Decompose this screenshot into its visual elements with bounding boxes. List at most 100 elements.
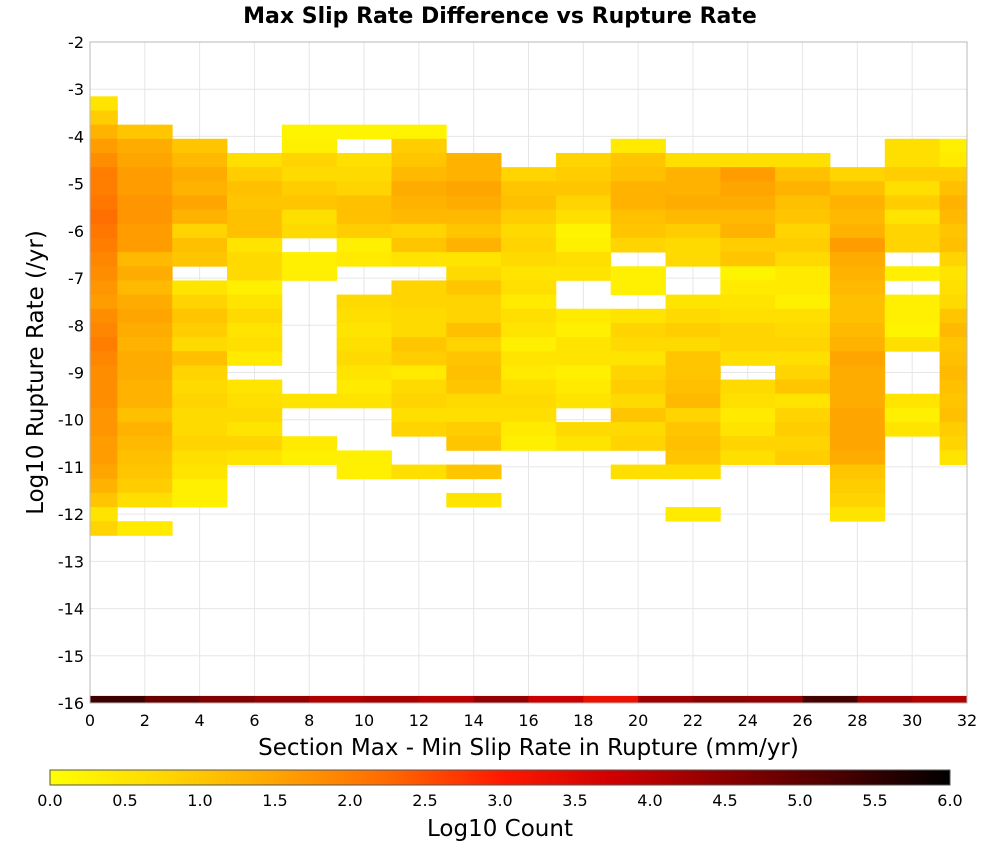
- heatmap-cell: [446, 464, 502, 480]
- heatmap-cell: [117, 308, 173, 324]
- heatmap-cell: [391, 351, 447, 366]
- heatmap-cell: [172, 337, 228, 352]
- heatmap-cell: [720, 450, 776, 465]
- heatmap-cell: [391, 252, 447, 267]
- heatmap-cell: [446, 181, 502, 196]
- heatmap-cell: [829, 308, 886, 324]
- heatmap-cell: [336, 181, 392, 196]
- heatmap-cell: [829, 181, 886, 196]
- heatmap-cell: [829, 195, 886, 211]
- heatmap-cell: [172, 379, 228, 395]
- heatmap-cell: [391, 209, 447, 225]
- heatmap-cell: [117, 252, 173, 267]
- heatmap-cell: [117, 181, 173, 196]
- heatmap-cell: [501, 266, 557, 281]
- heatmap-cell: [391, 152, 447, 168]
- heatmap-cell: [829, 266, 886, 281]
- heatmap-cell: [939, 223, 968, 239]
- heatmap-cell: [829, 492, 886, 508]
- y-axis-label: Log10 Rupture Rate (/yr): [23, 230, 49, 515]
- heatmap-cell: [720, 223, 776, 239]
- heatmap-cell: [446, 322, 502, 338]
- heatmap-cell: [336, 393, 392, 409]
- heatmap-cell: [227, 450, 283, 465]
- heatmap-cell: [829, 365, 886, 380]
- heatmap-cell: [610, 422, 666, 437]
- heatmap-cell: [775, 294, 831, 310]
- heatmap-cell: [775, 237, 831, 253]
- heatmap-cell: [501, 252, 557, 267]
- heatmap-cell: [172, 407, 228, 423]
- heatmap-cell: [446, 152, 502, 168]
- heatmap-cell: [90, 379, 118, 395]
- heatmap-cell: [117, 379, 173, 395]
- heatmap-cell: [829, 209, 886, 225]
- heatmap-cell: [391, 337, 447, 352]
- heatmap-cell: [665, 252, 721, 267]
- heatmap-cell: [117, 365, 173, 380]
- heatmap-cell: [939, 337, 968, 352]
- heatmap-cell: [829, 351, 886, 366]
- heatmap-cell: [555, 266, 612, 281]
- heatmap-cell: [172, 252, 228, 267]
- y-tick-label: -7: [68, 269, 84, 288]
- heatmap-cell-bottom: [364, 695, 420, 703]
- colorbar-tick-label: 0.5: [112, 791, 137, 810]
- colorbar-tick-label: 5.0: [787, 791, 812, 810]
- heatmap-cell: [446, 223, 502, 239]
- heatmap-cell: [665, 450, 721, 465]
- heatmap-cell: [172, 294, 228, 310]
- heatmap-cell: [172, 209, 228, 225]
- heatmap-cell: [610, 308, 666, 324]
- heatmap-cell: [446, 266, 502, 281]
- heatmap-cell: [391, 167, 447, 182]
- colorbar-tick-label: 3.5: [562, 791, 587, 810]
- heatmap-cell: [665, 308, 721, 324]
- heatmap-cell: [446, 280, 502, 295]
- heatmap-cell: [665, 365, 721, 380]
- heatmap-cell: [172, 464, 228, 480]
- heatmap-cell: [172, 280, 228, 295]
- heatmap-cell-bottom: [309, 695, 365, 703]
- heatmap-cell: [391, 181, 447, 196]
- heatmap-cell: [720, 308, 776, 324]
- heatmap-cell: [610, 195, 666, 211]
- heatmap-cell: [884, 237, 940, 253]
- heatmap-cell: [829, 167, 886, 182]
- heatmap-cell: [939, 393, 968, 409]
- heatmap-cell-bottom: [802, 695, 858, 703]
- heatmap-cell: [227, 252, 283, 267]
- heatmap-cell-bottom: [144, 695, 201, 703]
- heatmap-cell: [90, 393, 118, 409]
- colorbar-tick-label: 2.5: [412, 791, 437, 810]
- heatmap-cell: [336, 167, 392, 182]
- heatmap-cell-bottom: [912, 695, 968, 703]
- heatmap-cell: [446, 436, 502, 451]
- colorbar-label: Log10 Count: [427, 816, 573, 842]
- heatmap-cell: [939, 379, 968, 395]
- heatmap-cell: [391, 322, 447, 338]
- colorbar-tick-label: 1.0: [187, 791, 212, 810]
- heatmap-cell: [610, 407, 666, 423]
- x-tick-label: 26: [792, 711, 812, 730]
- heatmap-cell: [227, 195, 283, 211]
- heatmap-cell: [336, 237, 392, 253]
- heatmap-cell: [939, 422, 968, 437]
- heatmap-cell: [501, 308, 557, 324]
- heatmap-cell: [775, 195, 831, 211]
- heatmap-cell: [775, 322, 831, 338]
- heatmap-cell: [172, 195, 228, 211]
- heatmap-cell: [939, 280, 968, 295]
- heatmap-cell: [501, 407, 557, 423]
- heatmap-cell: [117, 407, 173, 423]
- heatmap-cell: [939, 365, 968, 380]
- heatmap-cell: [281, 393, 338, 409]
- heatmap-cell: [501, 365, 557, 380]
- colorbar-tick-label: 1.5: [262, 791, 287, 810]
- heatmap-cell: [391, 422, 447, 437]
- heatmap-cell: [720, 167, 776, 182]
- heatmap-cell: [720, 337, 776, 352]
- heatmap-cell: [665, 379, 721, 395]
- heatmap-cell: [446, 407, 502, 423]
- colorbar: [49, 769, 951, 786]
